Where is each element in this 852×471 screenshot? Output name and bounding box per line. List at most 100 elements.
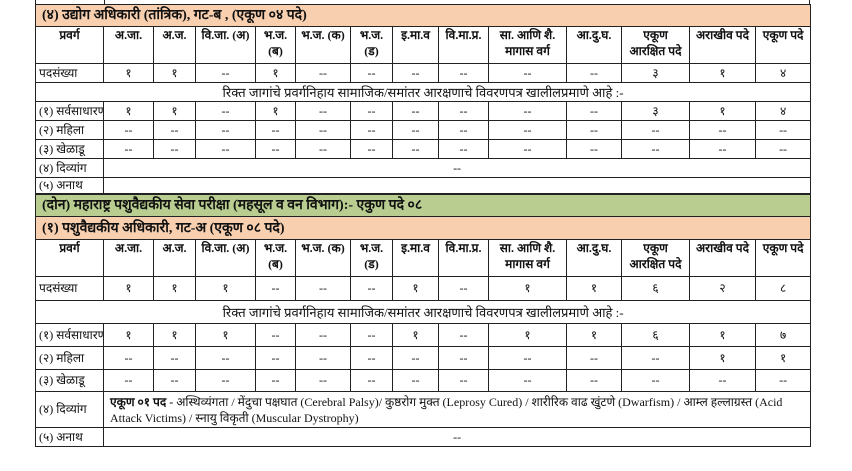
previous-row-remnant [35,0,810,4]
cell-value: -- [153,120,196,140]
anath-row: (५) अनाथ [35,177,812,194]
divyang-text: -- [453,160,462,175]
cell-value: -- [295,323,351,347]
cell-value: -- [438,323,489,347]
cell-value: -- [195,346,256,370]
cell-value: -- [754,369,812,392]
column-header: अ.ज. [153,239,196,277]
cell-value: -- [295,120,351,140]
cell-value: -- [438,139,489,159]
column-header: अ.ज. [153,26,196,64]
cell-value: १ [689,63,756,83]
column-header: आ.दु.घ. [566,239,622,277]
column-header: भ.ज. (ड) [350,239,393,277]
anath-detail: -- [102,427,812,447]
category-row: (३) खेळाडू -- -- -- -- -- -- -- -- -- -- -- -- -- [35,369,812,392]
cell-value: १ [488,276,567,301]
cell-value: -- [295,101,351,121]
column-header: प्रवर्ग [35,239,104,277]
column-header: अ.जा. [103,239,154,277]
category-row: (१) सर्वसाधारण १ १ -- १ -- -- -- -- -- -- ३ १ ४ [35,101,812,121]
cell-value: -- [488,346,567,370]
cell-value: -- [255,120,296,140]
column-header: भ.ज. (ब) [255,26,296,64]
divyang-row: (४) दिव्यांग एकूण ०१ पद - अस्थिव्यंगता / … [35,391,812,428]
column-header: अ.जा. [103,26,154,64]
cell-value: -- [350,276,393,301]
post-title: (४) उद्योग अधिकारी (तांत्रिक), गट-ब , (ए… [34,4,812,27]
row-label: (३) खेळाडू [35,369,104,392]
column-header: इ.मा.व [392,239,439,277]
cell-value: -- [438,120,489,140]
column-header: आ.दु.घ. [566,26,622,64]
cell-value: -- [488,369,567,392]
cell-value: -- [255,323,296,347]
cell-value: -- [621,369,690,392]
column-header: वि.जा. (अ) [195,26,256,64]
cell-value: -- [438,346,489,370]
cell-value: -- [566,346,622,370]
row-label: (२) महिला [35,346,104,370]
column-header: अराखीव पदे [689,26,756,64]
cell-value: १ [255,101,296,121]
cell-value: १ [689,346,756,370]
cell-value: -- [566,139,622,159]
cell-value: १ [103,101,154,121]
column-header: सा. आणि शै. मागास वर्ग [488,26,567,64]
cell-value: ६ [621,323,690,347]
note-row: रिक्त जागांचे प्रवर्गनिहाय सामाजिक/समांत… [34,300,812,324]
cell-value: -- [438,63,489,83]
cell-value: -- [295,276,351,301]
cell-value: -- [103,120,154,140]
column-header: एकूण आरक्षित पदे [621,239,690,277]
cell-value: ४ [754,101,812,121]
vacancy-table: (४) उद्योग अधिकारी (तांत्रिक), गट-ब , (ए… [34,4,812,194]
cell-value: ३ [621,63,690,83]
column-header: भ.ज. (ब) [255,239,296,277]
divyang-count: एकूण ०१ पद - [110,394,174,409]
cell-value: १ [153,276,196,301]
cell-value: -- [392,346,439,370]
category-row: (१) सर्वसाधारण १ १ १ -- -- -- १ -- १ १ ६ १ ७ [35,323,812,347]
cell-value: -- [689,139,756,159]
cell-value: १ [153,63,196,83]
category-row: (३) खेळाडू -- -- -- -- -- -- -- -- -- -- -- -- -- [35,139,812,159]
category-row: (२) महिला -- -- -- -- -- -- -- -- -- -- -- -- -- [35,120,812,140]
cell-value: १ [195,276,256,301]
cell-value: -- [566,120,622,140]
cell-value: १ [488,323,567,347]
row-label: (१) सर्वसाधारण [35,323,104,347]
cell-value: -- [754,139,812,159]
column-header: एकूण आरक्षित पदे [621,26,690,64]
anath-detail [102,177,812,194]
cell-value: -- [255,369,296,392]
breakdown-note: रिक्त जागांचे प्रवर्गनिहाय सामाजिक/समांत… [34,82,812,102]
cell-value: -- [438,276,489,301]
cell-value: ३ [621,101,690,121]
cell-value: -- [754,120,812,140]
cell-value: -- [295,369,351,392]
column-header: भ.ज. (ड) [350,26,393,64]
cell-value: -- [392,369,439,392]
column-header: भ.ज. (क) [295,26,351,64]
cell-value: -- [392,139,439,159]
document: (४) उद्योग अधिकारी (तांत्रिक), गट-ब , (ए… [34,0,812,447]
column-header: वि.जा. (अ) [195,239,256,277]
cell-value: -- [350,120,393,140]
cell-value: -- [103,346,154,370]
breakdown-note: रिक्त जागांचे प्रवर्गनिहाय सामाजिक/समांत… [34,300,812,324]
cell-value: -- [689,120,756,140]
vacancy-table: (दोन) महाराष्ट्र पशुवैद्यकीय सेवा परीक्ष… [34,194,812,447]
row-label: (१) सर्वसाधारण [35,101,104,121]
cell-value: -- [621,139,690,159]
cell-value: १ [754,346,812,370]
row-label: पदसंख्या [35,276,104,301]
cell-value: -- [195,63,256,83]
row-label: पदसंख्या [35,63,104,83]
cell-value: -- [566,101,622,121]
cell-value: १ [689,101,756,121]
posts-row: पदसंख्या १ १ १ -- -- -- १ -- १ १ ६ २ ८ [35,276,812,301]
cell-value: १ [392,276,439,301]
cell-value: -- [392,120,439,140]
posts-row: पदसंख्या १ १ -- १ -- -- -- -- -- -- ३ १ ४ [35,63,812,83]
